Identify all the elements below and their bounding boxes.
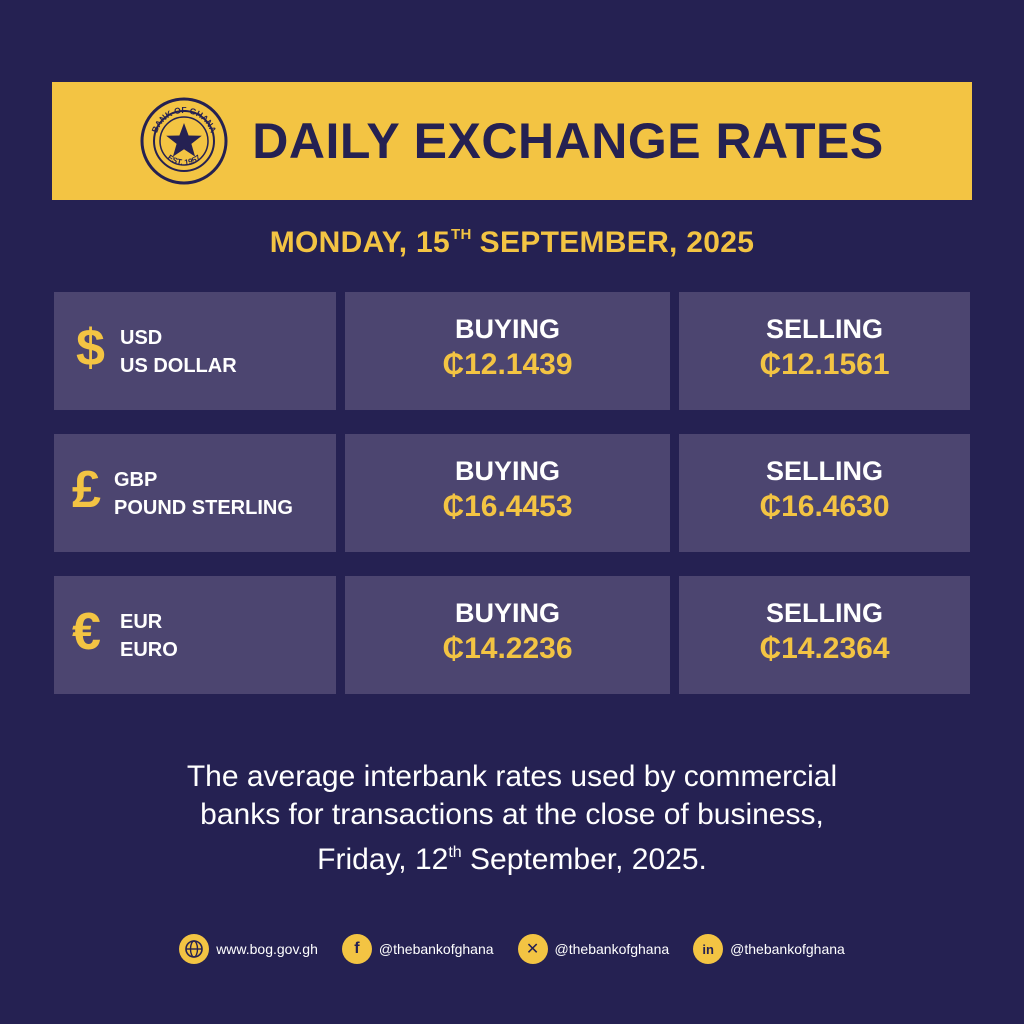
dollar-icon: $ (76, 319, 105, 377)
currency-code: USD (120, 327, 163, 349)
website-link[interactable]: www.bog.gov.gh (179, 934, 318, 964)
buying-cell: BUYING ₵14.2236 (345, 576, 670, 694)
note-date-prefix: Friday, 12 (317, 843, 449, 876)
note-line-1: The average interbank rates used by comm… (186, 760, 838, 793)
buying-cell: BUYING ₵16.4453 (345, 434, 670, 552)
currency-cell: € EUR EURO (54, 576, 336, 694)
facebook-icon: f (341, 934, 372, 964)
rate-row-usd: $ USD US DOLLAR BUYING ₵12.1439 SELLING … (54, 292, 970, 410)
currency-code: GBP (114, 469, 158, 491)
x-handle: @thebankofghana (554, 941, 670, 957)
note-line-2: banks for transactions at the close of b… (200, 798, 824, 831)
selling-rate: ₵16.4630 (759, 490, 890, 523)
buying-rate: ₵16.4453 (442, 490, 573, 523)
currency-name: EURO (120, 639, 178, 661)
note-date-suffix: th (448, 844, 462, 861)
footer-links: www.bog.gov.gh f @thebankofghana ✕ @theb… (0, 934, 1024, 964)
selling-cell: SELLING ₵12.1561 (679, 292, 970, 410)
selling-cell: SELLING ₵14.2364 (679, 576, 970, 694)
note-date-rest: September, 2025. (461, 843, 707, 876)
currency-code: EUR (120, 611, 163, 633)
euro-icon: € (72, 603, 101, 661)
currency-cell: £ GBP POUND STERLING (54, 434, 336, 552)
selling-rate: ₵12.1561 (759, 348, 890, 381)
rates-note: The average interbank rates used by comm… (0, 758, 1024, 879)
website-text: www.bog.gov.gh (216, 941, 318, 957)
currency-name: POUND STERLING (114, 497, 293, 519)
x-icon: ✕ (517, 934, 548, 964)
buying-rate: ₵12.1439 (442, 348, 573, 381)
selling-rate: ₵14.2364 (759, 632, 890, 665)
linkedin-link[interactable]: in @thebankofghana (693, 934, 845, 964)
selling-label: SELLING (765, 456, 883, 486)
linkedin-icon: in (693, 934, 724, 964)
buying-label: BUYING (454, 314, 560, 344)
facebook-handle: @thebankofghana (378, 941, 494, 957)
buying-label: BUYING (454, 456, 560, 486)
globe-icon (179, 934, 210, 964)
currency-label: EUR EURO (120, 608, 178, 664)
date-line: MONDAY, 15TH SEPTEMBER, 2025 (0, 226, 1024, 260)
date-suffix: TH (451, 226, 472, 243)
page-title: DAILY EXCHANGE RATES (252, 113, 884, 169)
x-link[interactable]: ✕ @thebankofghana (517, 934, 670, 964)
rate-row-gbp: £ GBP POUND STERLING BUYING ₵16.4453 SEL… (54, 434, 970, 552)
linkedin-handle: @thebankofghana (730, 941, 845, 957)
selling-label: SELLING (765, 314, 883, 344)
title-banner: BANK OF GHANA EST. 1957 DAILY EXCHANGE R… (52, 82, 972, 200)
buying-cell: BUYING ₵12.1439 (345, 292, 670, 410)
currency-name: US DOLLAR (120, 355, 237, 377)
selling-cell: SELLING ₵16.4630 (679, 434, 970, 552)
selling-label: SELLING (765, 598, 883, 628)
currency-label: USD US DOLLAR (120, 324, 237, 380)
pound-icon: £ (72, 461, 101, 519)
currency-cell: $ USD US DOLLAR (54, 292, 336, 410)
date-rest: SEPTEMBER, 2025 (479, 226, 755, 259)
date-prefix: MONDAY, 15 (269, 226, 451, 259)
currency-label: GBP POUND STERLING (114, 466, 293, 522)
buying-label: BUYING (454, 598, 560, 628)
bank-seal-logo: BANK OF GHANA EST. 1957 (140, 97, 228, 185)
rate-row-eur: € EUR EURO BUYING ₵14.2236 SELLING ₵14.2… (54, 576, 970, 694)
note-line-3: Friday, 12th September, 2025. (0, 834, 1024, 879)
facebook-link[interactable]: f @thebankofghana (341, 934, 494, 964)
buying-rate: ₵14.2236 (442, 632, 573, 665)
